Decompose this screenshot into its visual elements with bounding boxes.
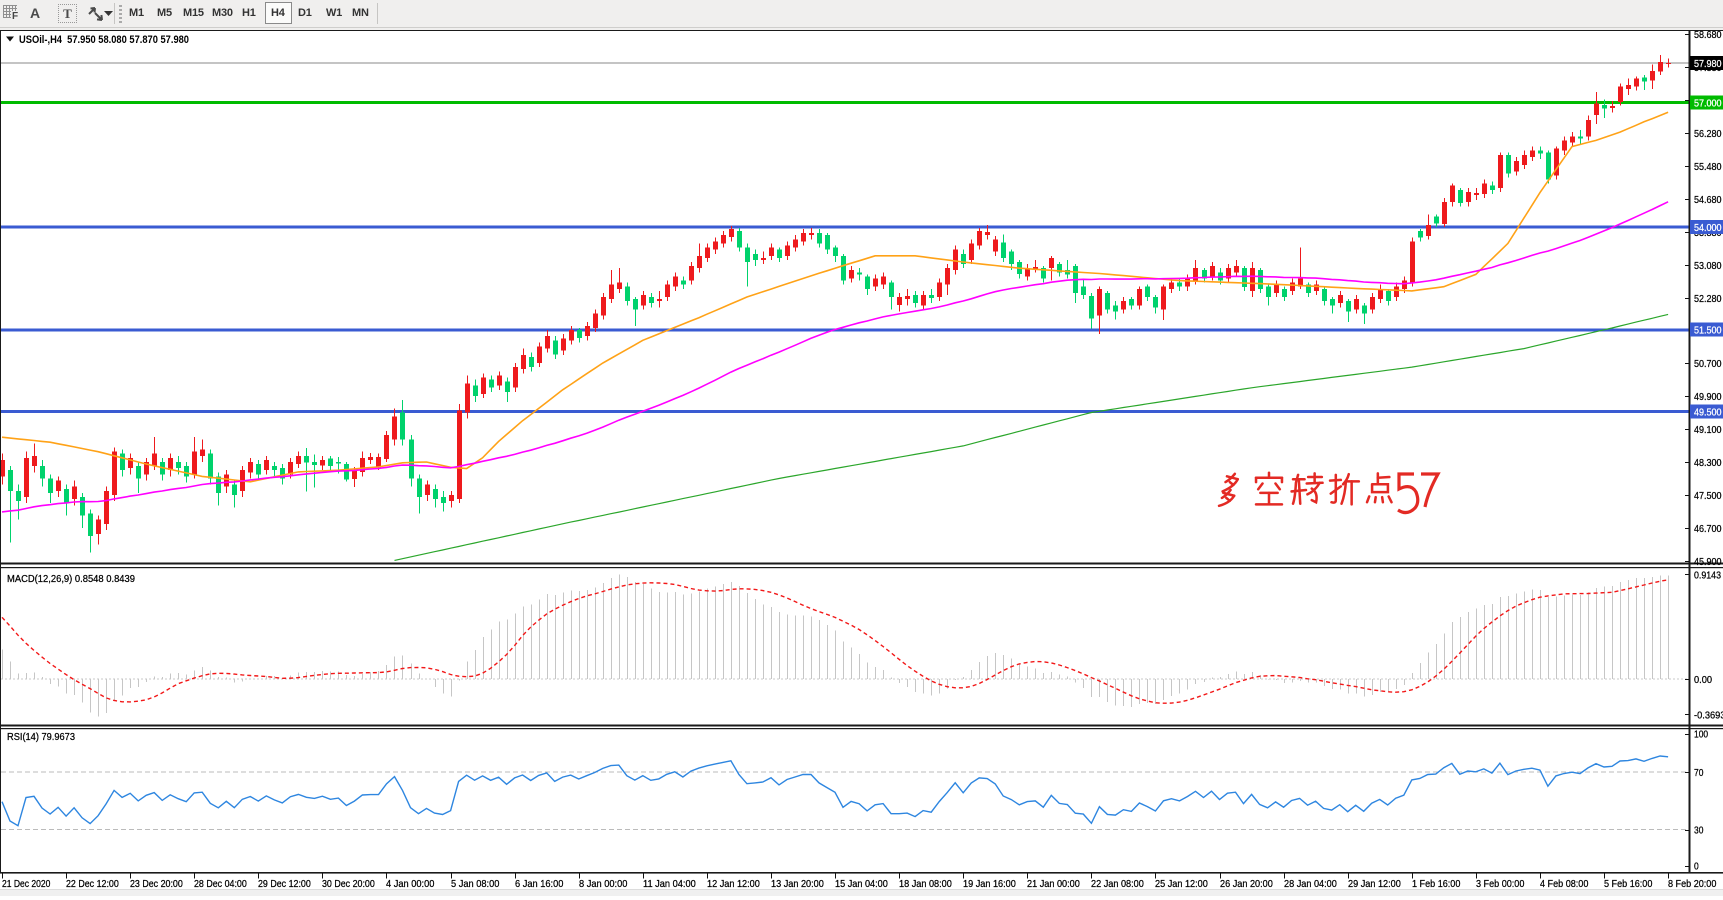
svg-text:55.480: 55.480 bbox=[1694, 161, 1722, 173]
svg-text:49.500: 49.500 bbox=[1694, 407, 1722, 419]
svg-text:6 Jan 16:00: 6 Jan 16:00 bbox=[515, 878, 564, 890]
svg-text:57.000: 57.000 bbox=[1694, 98, 1722, 110]
svg-text:11 Jan 04:00: 11 Jan 04:00 bbox=[643, 878, 696, 890]
svg-text:70: 70 bbox=[1694, 767, 1704, 779]
svg-text:22 Dec 12:00: 22 Dec 12:00 bbox=[66, 878, 119, 890]
svg-text:USOil-,H4 57.950 58.080 57.87: USOil-,H4 57.950 58.080 57.870 57.980 bbox=[19, 34, 189, 46]
svg-text:5 Feb 16:00: 5 Feb 16:00 bbox=[1604, 878, 1653, 890]
svg-text:MACD(12,26,9) 0.8548 0.8439: MACD(12,26,9) 0.8548 0.8439 bbox=[7, 573, 135, 585]
svg-text:0.00: 0.00 bbox=[1694, 674, 1712, 686]
svg-text:4 Jan 00:00: 4 Jan 00:00 bbox=[386, 878, 435, 890]
svg-text:56.280: 56.280 bbox=[1694, 128, 1722, 140]
svg-text:0: 0 bbox=[1694, 861, 1699, 873]
svg-text:0.9143: 0.9143 bbox=[1694, 570, 1721, 582]
svg-text:RSI(14) 79.9673: RSI(14) 79.9673 bbox=[7, 731, 75, 743]
svg-text:1 Feb 16:00: 1 Feb 16:00 bbox=[1412, 878, 1461, 890]
svg-text:25 Jan 12:00: 25 Jan 12:00 bbox=[1155, 878, 1208, 890]
svg-text:46.700: 46.700 bbox=[1694, 523, 1722, 535]
svg-text:3 Feb 00:00: 3 Feb 00:00 bbox=[1476, 878, 1525, 890]
svg-text:28 Dec 04:00: 28 Dec 04:00 bbox=[194, 878, 247, 890]
svg-text:8 Feb 20:00: 8 Feb 20:00 bbox=[1668, 878, 1717, 890]
svg-text:4 Feb 08:00: 4 Feb 08:00 bbox=[1540, 878, 1589, 890]
svg-text:26 Jan 20:00: 26 Jan 20:00 bbox=[1220, 878, 1273, 890]
svg-text:100: 100 bbox=[1694, 729, 1708, 741]
svg-text:15 Jan 04:00: 15 Jan 04:00 bbox=[835, 878, 888, 890]
svg-text:12 Jan 12:00: 12 Jan 12:00 bbox=[707, 878, 760, 890]
svg-text:8 Jan 00:00: 8 Jan 00:00 bbox=[579, 878, 628, 890]
svg-text:19 Jan 16:00: 19 Jan 16:00 bbox=[963, 878, 1016, 890]
svg-text:22 Jan 08:00: 22 Jan 08:00 bbox=[1091, 878, 1144, 890]
svg-text:21 Dec 2020: 21 Dec 2020 bbox=[2, 878, 51, 890]
svg-text:18 Jan 08:00: 18 Jan 08:00 bbox=[899, 878, 952, 890]
svg-text:13 Jan 20:00: 13 Jan 20:00 bbox=[771, 878, 824, 890]
svg-text:23 Dec 20:00: 23 Dec 20:00 bbox=[130, 878, 183, 890]
svg-text:29 Dec 12:00: 29 Dec 12:00 bbox=[258, 878, 311, 890]
svg-text:45.900: 45.900 bbox=[1694, 556, 1722, 568]
svg-text:50.700: 50.700 bbox=[1694, 358, 1722, 370]
svg-text:53.080: 53.080 bbox=[1694, 260, 1722, 272]
svg-text:49.900: 49.900 bbox=[1694, 391, 1722, 403]
svg-text:51.500: 51.500 bbox=[1694, 325, 1722, 337]
svg-text:47.500: 47.500 bbox=[1694, 490, 1722, 502]
svg-text:29 Jan 12:00: 29 Jan 12:00 bbox=[1348, 878, 1401, 890]
svg-text:28 Jan 04:00: 28 Jan 04:00 bbox=[1284, 878, 1337, 890]
svg-text:57.980: 57.980 bbox=[1694, 58, 1722, 70]
svg-text:21 Jan 00:00: 21 Jan 00:00 bbox=[1027, 878, 1080, 890]
svg-text:58.680: 58.680 bbox=[1694, 30, 1722, 41]
svg-text:54.000: 54.000 bbox=[1694, 222, 1722, 234]
svg-text:-0.3693: -0.3693 bbox=[1694, 710, 1723, 722]
svg-text:48.300: 48.300 bbox=[1694, 457, 1722, 469]
svg-text:52.280: 52.280 bbox=[1694, 293, 1722, 305]
svg-text:30: 30 bbox=[1694, 825, 1704, 837]
svg-text:49.100: 49.100 bbox=[1694, 424, 1722, 436]
svg-text:30 Dec 20:00: 30 Dec 20:00 bbox=[322, 878, 375, 890]
svg-text:5 Jan 08:00: 5 Jan 08:00 bbox=[451, 878, 500, 890]
svg-text:54.680: 54.680 bbox=[1694, 194, 1722, 206]
